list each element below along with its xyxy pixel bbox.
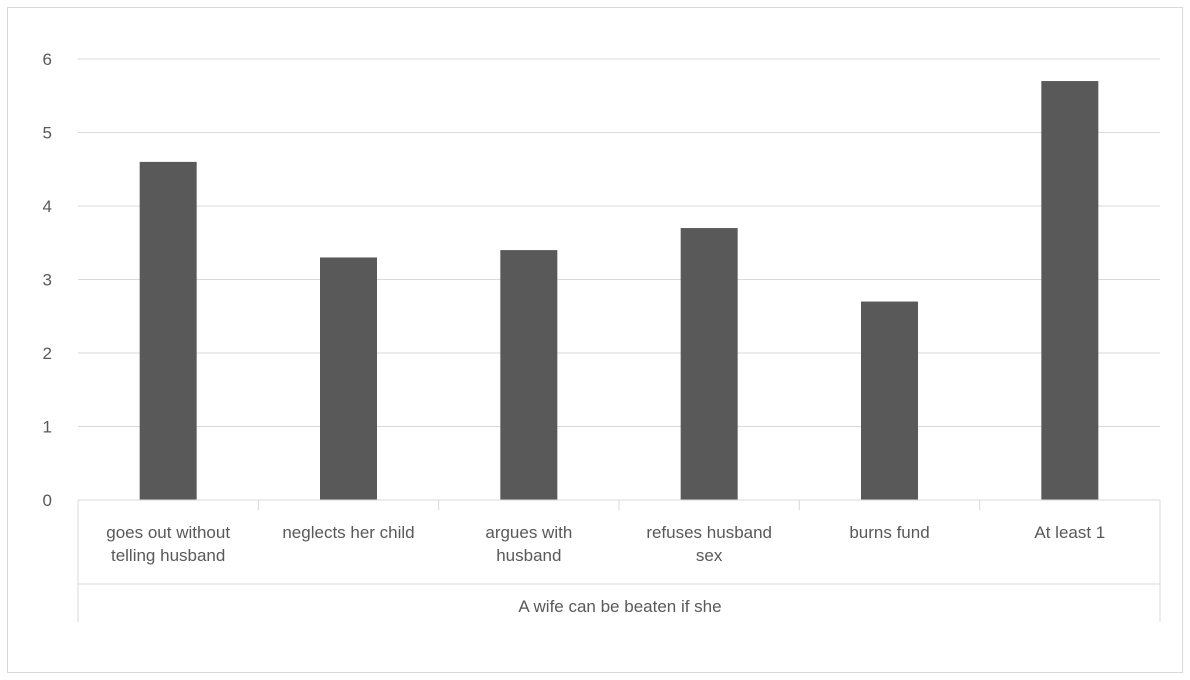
category-label: refuses husband sex	[646, 523, 772, 565]
bar	[500, 250, 558, 500]
category-label: goes out without telling husband	[106, 523, 230, 565]
category-label: burns fund	[849, 523, 929, 542]
gridlines	[78, 58, 1160, 427]
bar	[320, 257, 377, 500]
chart-border	[7, 7, 1183, 673]
bar	[139, 161, 197, 500]
category-labels: goes out without telling husband neglects …	[106, 523, 1105, 565]
bars	[139, 81, 1099, 501]
y-tick-label: 5	[43, 124, 52, 143]
y-tick-label: 3	[43, 271, 52, 290]
category-label: neglects her child	[282, 523, 414, 542]
y-tick-label: 2	[43, 344, 52, 363]
bar	[680, 228, 738, 501]
x-axis	[77, 499, 1161, 622]
bar	[1041, 81, 1099, 501]
y-tick-label: 6	[43, 50, 52, 69]
y-axis-ticks: 0 1 2 3 4 5 6	[43, 50, 52, 510]
bar	[861, 301, 918, 500]
y-tick-label: 1	[43, 418, 52, 437]
category-label: argues with husband	[485, 523, 572, 565]
y-tick-label: 4	[43, 197, 52, 216]
x-axis-title: A wife can be beaten if she	[518, 597, 721, 616]
category-label: At least 1	[1034, 523, 1105, 542]
y-tick-label: 0	[43, 491, 52, 510]
